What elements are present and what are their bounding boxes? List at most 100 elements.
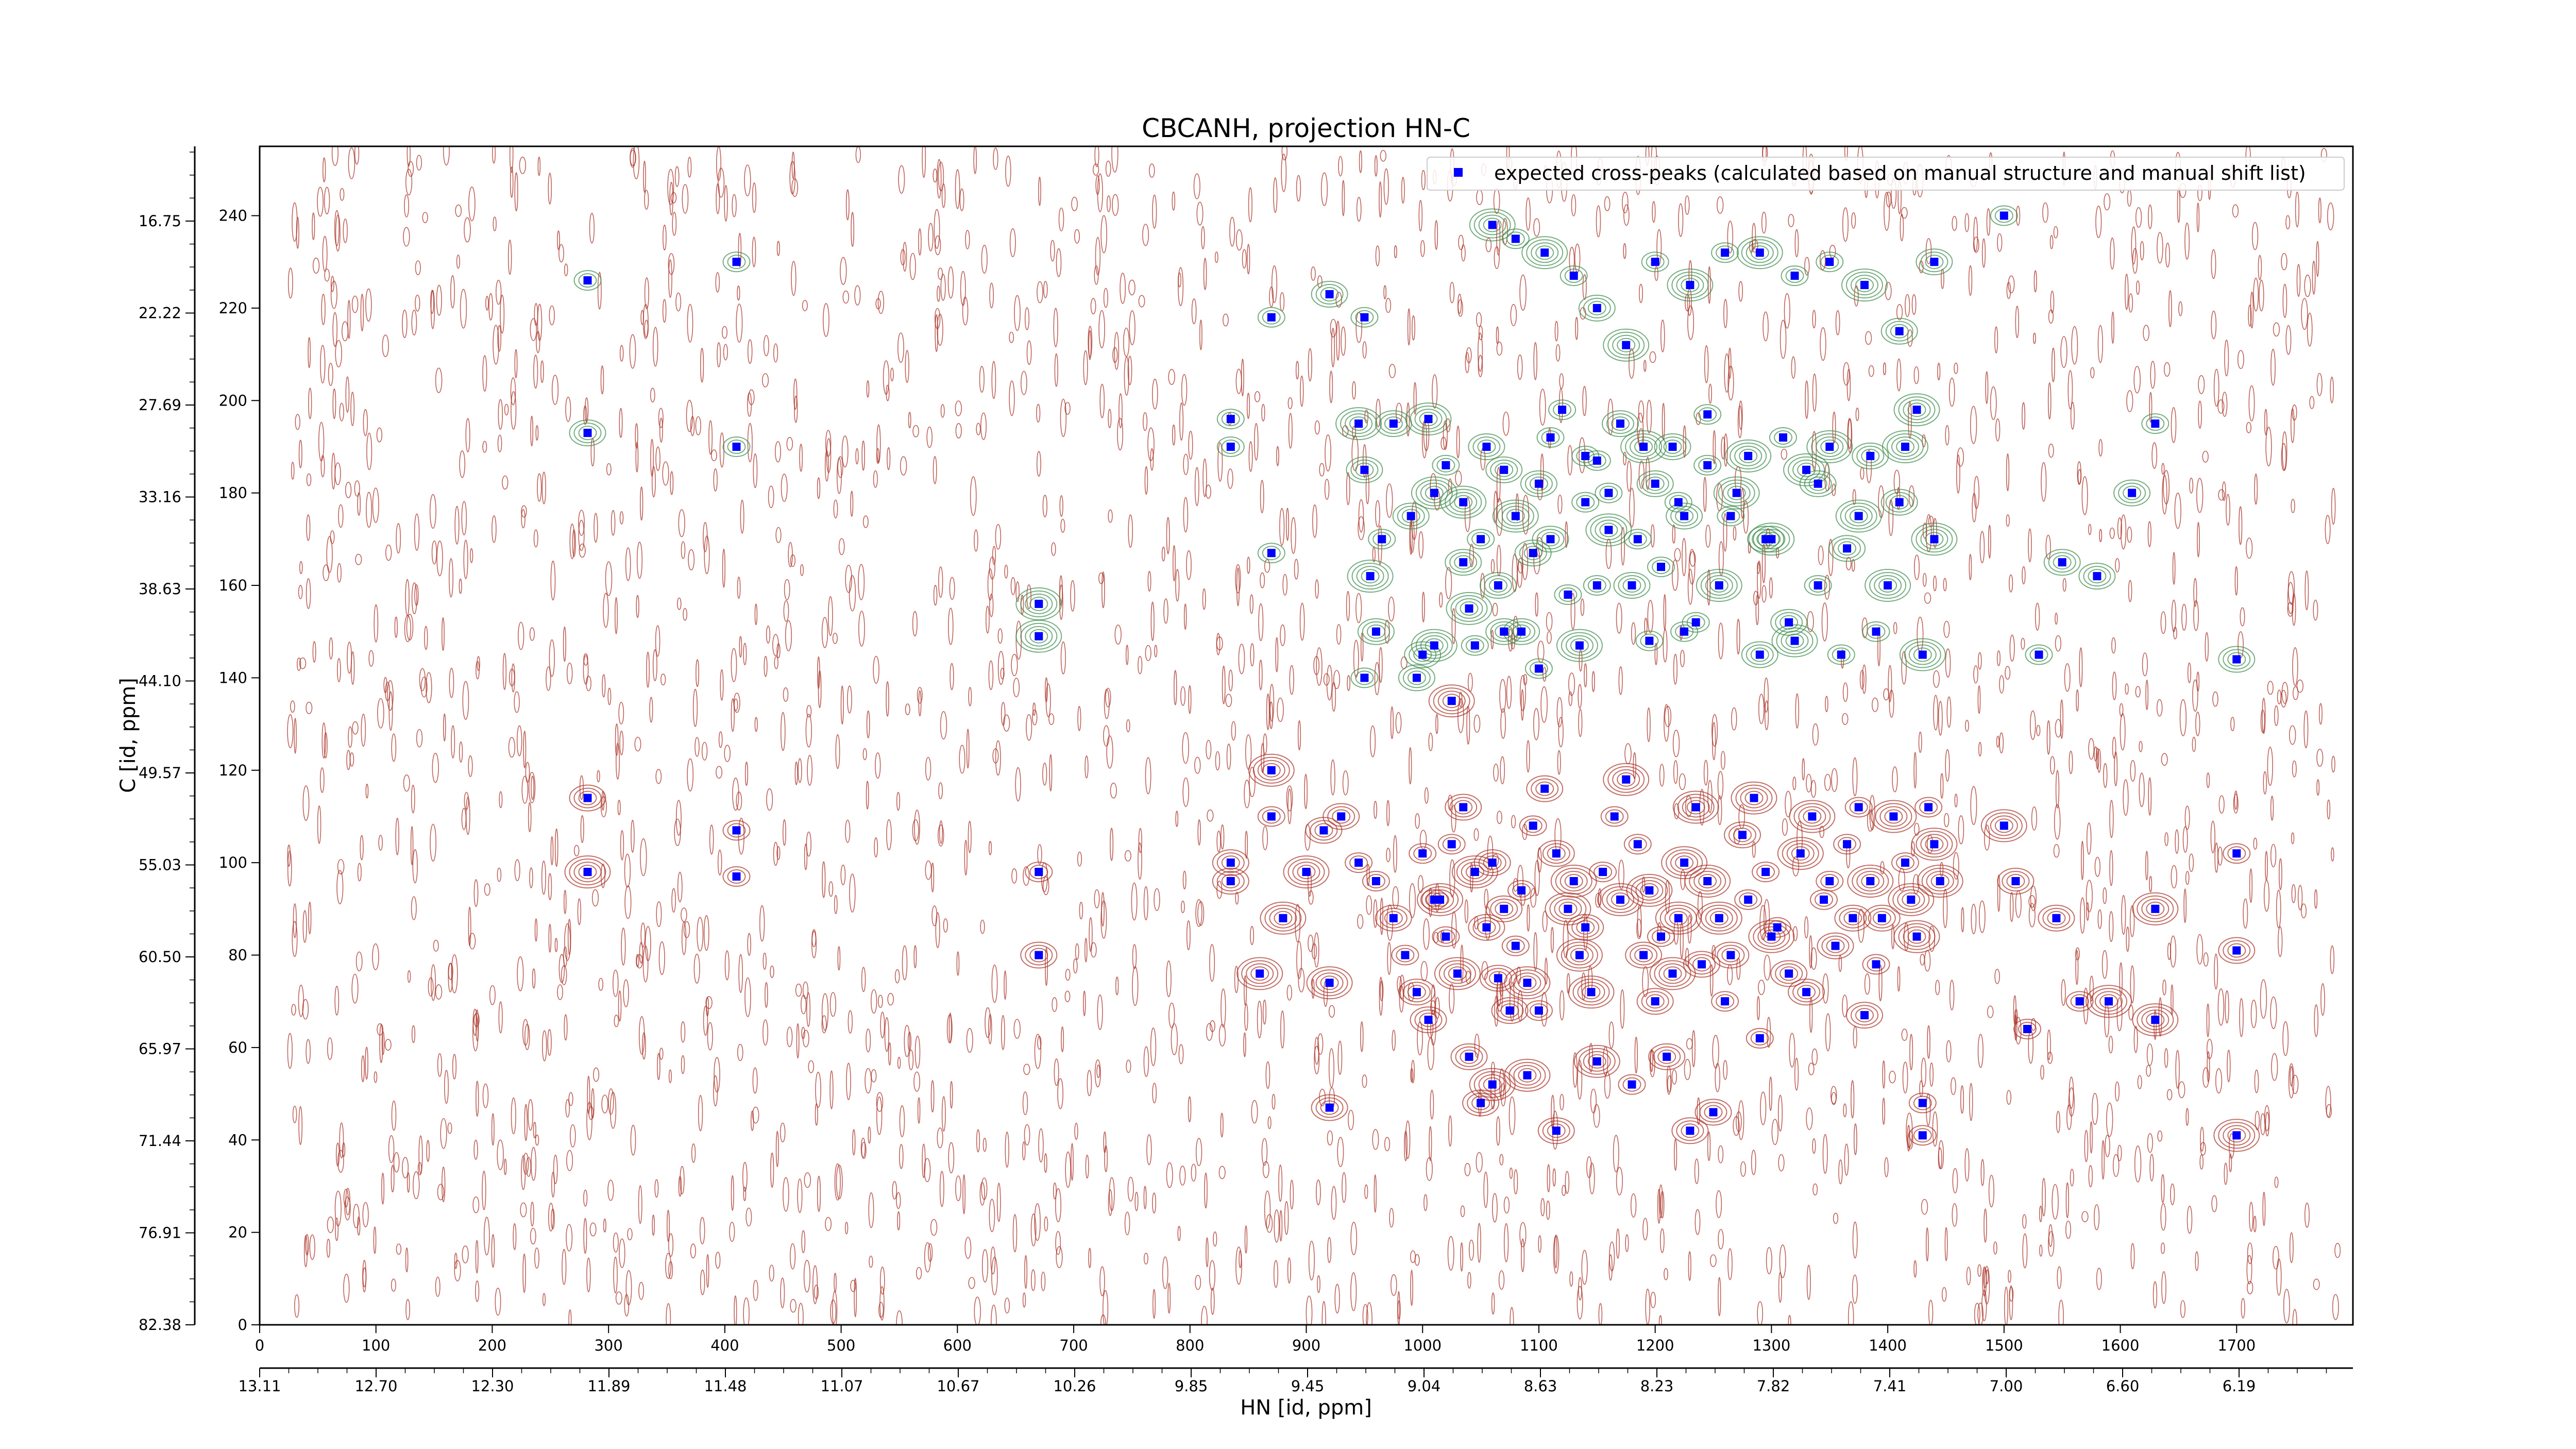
peak-contour — [1506, 231, 1525, 246]
noise-contour — [1629, 348, 1635, 379]
noise-contour — [1274, 1209, 1280, 1243]
noise-contour — [2115, 558, 2120, 573]
noise-contour — [468, 187, 476, 222]
peak-contour — [1542, 843, 1570, 864]
noise-contour — [396, 1243, 402, 1255]
noise-contour — [1202, 588, 1206, 610]
noise-contour — [405, 1247, 409, 1273]
cross-peak-marker — [1721, 248, 1730, 257]
noise-contour — [2088, 1165, 2093, 1188]
noise-contour — [382, 334, 389, 358]
peak-contour — [1661, 846, 1708, 880]
peak-contour — [1785, 268, 1804, 283]
peak-contour — [1567, 914, 1604, 941]
noise-contour — [1571, 194, 1577, 216]
noise-contour — [1578, 684, 1582, 709]
noise-contour — [964, 1237, 972, 1259]
noise-contour — [1127, 356, 1132, 385]
noise-contour — [1383, 285, 1387, 299]
peak-contour — [1869, 572, 1907, 599]
noise-contour — [1650, 524, 1655, 548]
peak-contour — [1798, 806, 1826, 827]
noise-contour — [1395, 402, 1402, 423]
noise-contour — [1324, 478, 1330, 500]
peak-contour — [2070, 994, 2089, 1009]
noise-contour — [2171, 599, 2177, 633]
peak-contour — [1523, 818, 1543, 833]
noise-contour — [981, 1249, 989, 1283]
noise-contour — [1364, 1184, 1368, 1200]
noise-contour — [1589, 1162, 1595, 1194]
noise-contour — [343, 1273, 350, 1303]
peak-contour — [1741, 641, 1778, 668]
peak-contour — [1623, 834, 1652, 855]
c-tick-label: 22.22 — [139, 305, 181, 322]
peak-contour — [1730, 442, 1767, 469]
noise-contour — [475, 1280, 480, 1302]
noise-contour — [878, 995, 883, 1008]
noise-contour — [530, 1227, 536, 1245]
peak-contour — [1867, 624, 1886, 639]
noise-contour — [736, 304, 743, 343]
noise-contour — [2112, 1154, 2120, 1177]
noise-contour — [2179, 699, 2187, 736]
noise-contour — [589, 1222, 597, 1237]
peak-contour — [1257, 307, 1285, 328]
cross-peak-marker — [1401, 951, 1410, 959]
cross-peak-marker — [1901, 443, 1909, 451]
peak-contour — [1536, 427, 1565, 448]
noise-contour — [520, 1202, 527, 1218]
cross-peak-marker — [1790, 272, 1799, 280]
cross-peak-marker — [1680, 627, 1689, 636]
noise-contour — [1308, 348, 1313, 382]
peak-contour — [1717, 506, 1745, 527]
noise-contour — [997, 651, 1005, 685]
noise-contour — [1485, 238, 1492, 252]
peak-contour — [1332, 809, 1351, 824]
peak-contour — [1878, 578, 1897, 593]
noise-contour — [407, 970, 411, 983]
peak-contour — [2223, 1125, 2251, 1146]
noise-contour — [1909, 1034, 1913, 1070]
peak-contour — [1653, 1046, 1681, 1067]
peak-contour — [1404, 641, 1442, 668]
noise-contour — [1943, 620, 1950, 638]
peak-contour — [1641, 251, 1669, 273]
noise-contour — [830, 1299, 837, 1324]
noise-contour — [1623, 204, 1630, 226]
noise-contour — [1418, 531, 1423, 559]
peak-contour — [1347, 560, 1394, 593]
noise-contour — [743, 1297, 750, 1325]
peak-contour — [1501, 506, 1530, 527]
peak-contour — [1409, 843, 1437, 864]
noise-contour — [642, 304, 649, 340]
cross-peak-marker — [1442, 461, 1450, 469]
noise-contour — [1970, 406, 1977, 444]
noise-contour — [1095, 237, 1101, 276]
noise-contour — [1409, 883, 1416, 918]
noise-contour — [365, 1047, 368, 1080]
noise-contour — [613, 969, 619, 997]
noise-contour — [482, 441, 487, 453]
noise-contour — [341, 321, 349, 342]
noise-contour — [674, 166, 680, 188]
noise-contour — [2255, 1110, 2260, 1131]
cross-peak-marker — [1616, 895, 1624, 904]
noise-contour — [1613, 1135, 1619, 1173]
peak-contour — [1292, 862, 1320, 883]
peak-contour — [1565, 635, 1594, 656]
cross-peak-marker — [2151, 419, 2160, 428]
noise-contour — [2061, 979, 2066, 1006]
noise-contour — [876, 424, 881, 463]
noise-contour — [2272, 1245, 2279, 1270]
noise-contour — [291, 1004, 296, 1016]
noise-contour — [738, 817, 744, 855]
noise-contour — [937, 824, 944, 847]
peak-contour — [1537, 1117, 1575, 1144]
peak-contour — [1519, 815, 1547, 836]
noise-contour — [2233, 794, 2239, 814]
noise-contour — [2171, 984, 2174, 1016]
peak-contour — [1670, 621, 1699, 642]
noise-contour — [759, 905, 765, 942]
